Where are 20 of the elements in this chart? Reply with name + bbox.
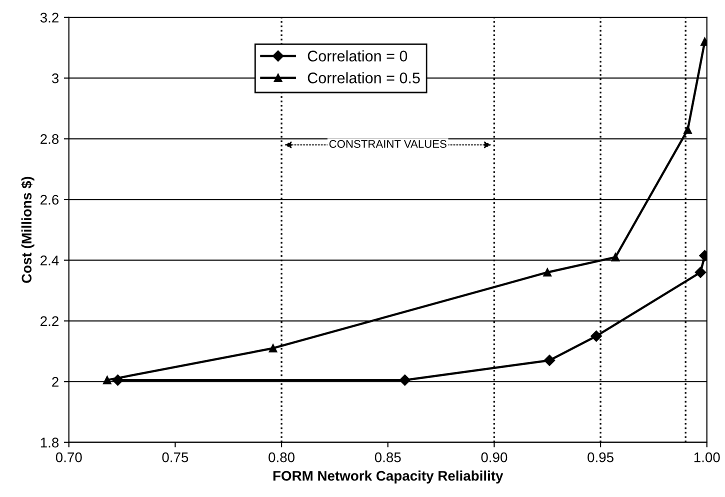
y-tick-label: 2 <box>52 376 58 387</box>
y-tick-label: 3 <box>52 73 59 84</box>
x-axis-title: FORM Network Capacity Reliability <box>273 470 504 484</box>
x-tick-label: 0.85 <box>374 452 401 462</box>
y-tick-label: 2.4 <box>40 256 59 266</box>
legend-label: Correlation = 0 <box>308 50 408 62</box>
x-tick-label: 0.80 <box>268 452 295 462</box>
x-tick-label: 0.70 <box>56 452 82 462</box>
y-tick-label: 2.2 <box>40 316 58 326</box>
annotation: CONSTRAINT VALUES <box>329 140 446 148</box>
x-tick-label: 0.90 <box>481 452 508 462</box>
y-tick-label: 2.8 <box>40 134 59 144</box>
x-tick-label: 1.00 <box>694 452 720 462</box>
y-tick-label: 1.8 <box>40 438 59 448</box>
x-tick-label: 0.95 <box>588 452 614 462</box>
y-axis-title: Cost (Millions $) <box>21 176 34 283</box>
y-tick-label: 3.2 <box>40 12 58 23</box>
y-tick-label: 2.6 <box>40 194 59 205</box>
x-tick-label: 0.75 <box>162 452 188 462</box>
legend-label: Correlation = 0.5 <box>308 72 420 84</box>
